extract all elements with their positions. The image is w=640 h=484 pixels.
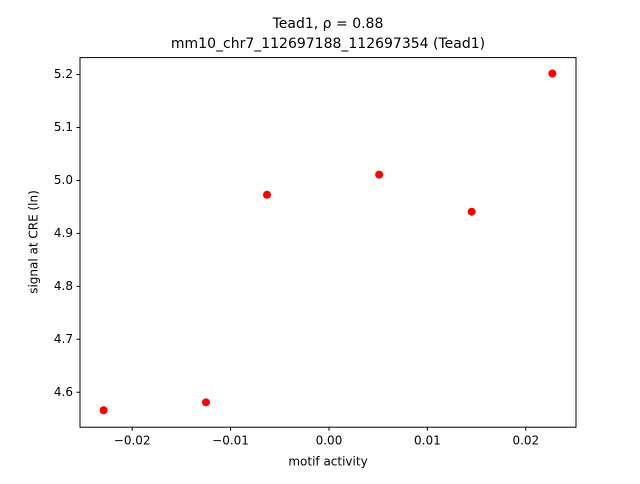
x-axis-label: motif activity bbox=[288, 455, 367, 469]
chart-title: Tead1, ρ = 0.88 bbox=[272, 16, 384, 32]
y-axis-label: signal at CRE (ln) bbox=[27, 190, 41, 294]
point bbox=[201, 398, 210, 407]
x-tick-label: −0.02 bbox=[114, 434, 151, 448]
point bbox=[375, 170, 384, 179]
point bbox=[467, 207, 476, 216]
y-tick-label: 4.7 bbox=[54, 332, 73, 346]
x-tick-label: −0.01 bbox=[212, 434, 249, 448]
y-tick-label: 4.9 bbox=[54, 226, 73, 240]
chart-subtitle: mm10_chr7_112697188_112697354 (Tead1) bbox=[171, 36, 485, 52]
y-tick-label: 5.0 bbox=[54, 173, 73, 187]
point bbox=[262, 190, 271, 199]
axes-frame bbox=[79, 57, 577, 428]
point bbox=[99, 406, 108, 415]
point bbox=[548, 69, 557, 78]
y-tick-label: 5.1 bbox=[54, 120, 73, 134]
x-tick-label: 0.01 bbox=[414, 434, 441, 448]
y-tick-label: 5.2 bbox=[54, 67, 73, 81]
y-tick-label: 4.8 bbox=[54, 279, 73, 293]
x-tick-label: 0.00 bbox=[316, 434, 343, 448]
y-tick-label: 4.6 bbox=[54, 385, 73, 399]
x-tick-label: 0.02 bbox=[512, 434, 539, 448]
